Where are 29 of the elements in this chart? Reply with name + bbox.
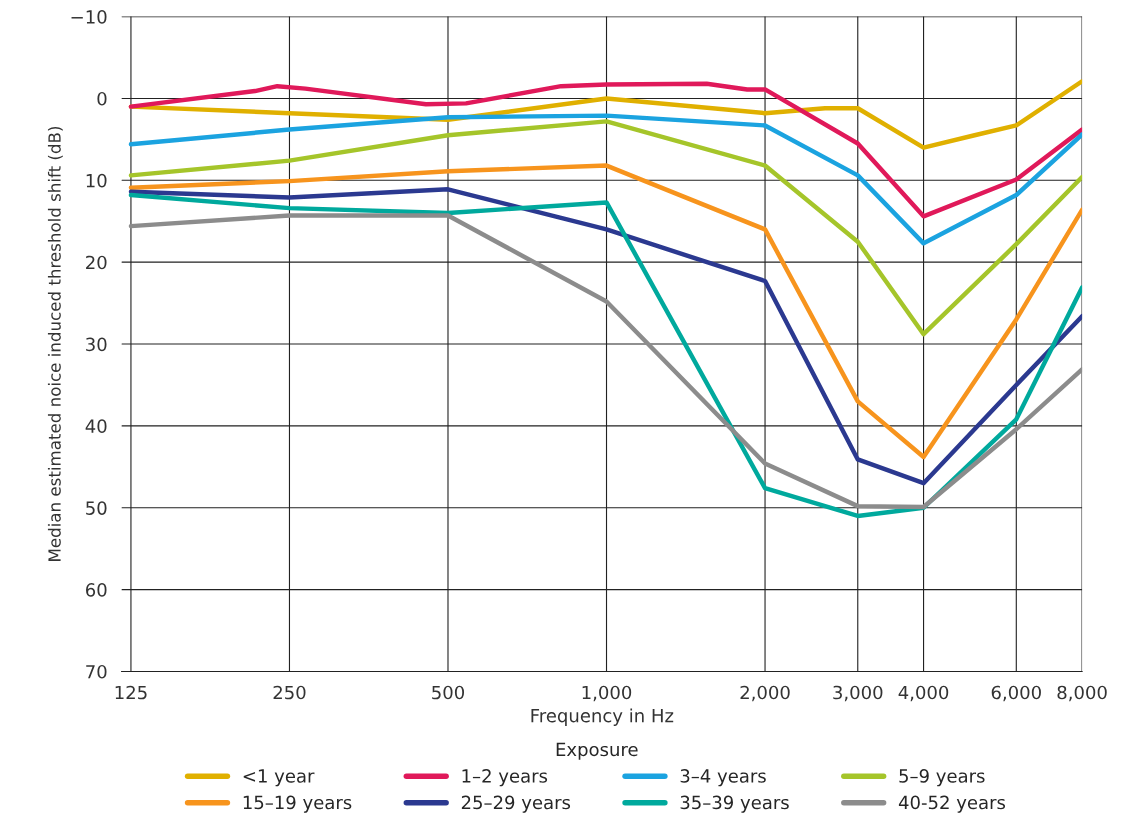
x-tick-label: 3,000 — [833, 685, 883, 702]
x-tick-label: 500 — [432, 685, 465, 700]
y-tick-label: 30 — [86, 337, 107, 352]
x-tick-label: 8,000 — [1057, 685, 1107, 702]
legend-title: Exposure — [556, 742, 638, 760]
legend-label: 1–2 years — [462, 769, 548, 787]
y-axis-title: Median estimated noice induced threshold shift (dB) — [47, 126, 63, 561]
x-tick-label: 2,000 — [740, 685, 790, 702]
legend-label: 25–29 years — [461, 795, 571, 813]
x-tick-label: 6,000 — [991, 685, 1041, 702]
legend-label: 15–19 years — [243, 795, 352, 813]
legend-label: <1 year — [243, 769, 315, 787]
y-tick-label: 40 — [85, 419, 107, 434]
x-tick-label: 250 — [273, 685, 306, 700]
y-tick-label: 0 — [97, 91, 107, 106]
y-tick-label: 70 — [86, 664, 107, 679]
x-axis-title: Frequency in Hz — [531, 708, 674, 726]
y-tick-label: 60 — [86, 583, 107, 597]
y-tick-label: 10 — [86, 173, 107, 188]
y-tick-label: 50 — [86, 501, 107, 515]
legend-label: 3–4 years — [680, 769, 766, 787]
x-tick-label: 1,000 — [582, 685, 632, 702]
y-tick-label: −10 — [71, 10, 107, 24]
legend-label: 5–9 years — [899, 769, 985, 787]
y-tick-label: 20 — [86, 255, 107, 270]
x-tick-label: 4,000 — [898, 685, 949, 702]
x-tick-label: 125 — [115, 685, 147, 700]
legend-label: 35–39 years — [680, 795, 789, 813]
legend-label: 40-52 years — [898, 795, 1006, 813]
